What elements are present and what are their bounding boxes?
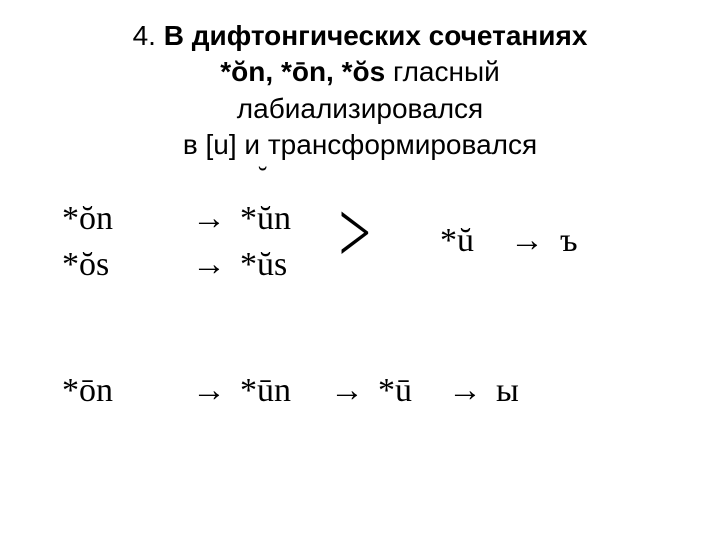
- arrow-icon: →: [448, 372, 482, 410]
- heading-line3: лабиализировался: [0, 91, 720, 127]
- arrow-icon: →: [192, 372, 226, 410]
- heading-line2-bold: *ŏn, *ōn, *ŏs: [220, 56, 385, 87]
- r1-right: *ŭn: [240, 200, 291, 238]
- r3-c1: *ōn: [62, 372, 113, 410]
- heading-line4-after: и трансформировался: [237, 129, 537, 160]
- arrow-icon: →: [330, 372, 364, 410]
- r3-c4: ы: [496, 372, 519, 410]
- r3-c2: *ūn: [240, 372, 291, 410]
- stray-breve: ˘: [258, 162, 267, 194]
- arrow-icon: →: [192, 200, 226, 238]
- r3-c3: *ū: [378, 372, 412, 410]
- r2-left: *ŏs: [62, 246, 109, 284]
- arrow-icon: →: [510, 222, 544, 260]
- merge-bracket: >: [339, 190, 371, 278]
- heading-line2-normal: гласный: [385, 56, 500, 87]
- arrow-icon: →: [192, 246, 226, 284]
- heading-line1: 4. В дифтонгических сочетаниях: [0, 18, 720, 54]
- heading-line2: *ŏn, *ōn, *ŏs гласный: [0, 54, 720, 90]
- heading-line1-bold: В дифтонгических сочетаниях: [164, 20, 588, 51]
- heading-line4-bracket: [u]: [206, 129, 237, 160]
- merge-left: *ŭ: [440, 222, 474, 260]
- sound-change-diagram: ˘ *ŏn → *ŭn *ŏs → *ŭs > *ŭ → ъ *ōn → *ūn…: [0, 192, 720, 472]
- heading-line4-before: в: [183, 129, 206, 160]
- heading-line4: в [u] и трансформировался: [0, 127, 720, 163]
- merge-right: ъ: [560, 222, 578, 260]
- r1-left: *ŏn: [62, 200, 113, 238]
- r2-right: *ŭs: [240, 246, 287, 284]
- slide-heading: 4. В дифтонгических сочетаниях *ŏn, *ōn,…: [0, 0, 720, 164]
- heading-number: 4.: [133, 20, 164, 51]
